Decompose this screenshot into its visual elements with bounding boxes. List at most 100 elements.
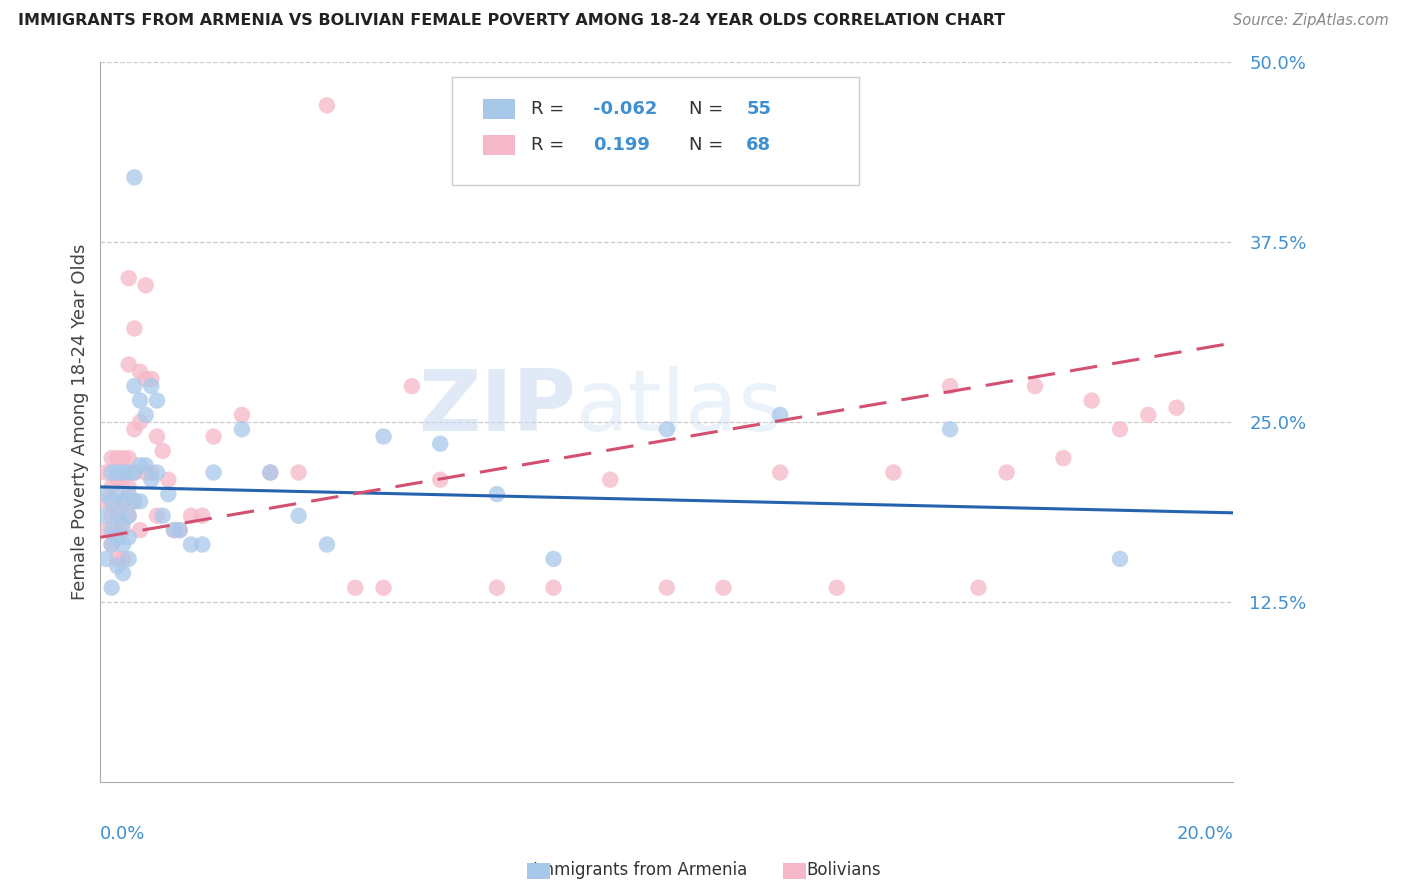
Point [401, 379, 423, 393]
Point [105, 552, 128, 566]
Point [124, 379, 146, 393]
Text: R =: R = [531, 100, 569, 118]
Point [100, 451, 122, 466]
Text: N =: N = [689, 136, 730, 154]
Text: 55: 55 [747, 100, 770, 118]
Point [94, 466, 117, 480]
FancyBboxPatch shape [484, 135, 515, 155]
Point [180, 537, 202, 551]
Point [769, 408, 792, 422]
Point [202, 429, 225, 443]
Text: ZIP: ZIP [419, 367, 576, 450]
Point [94, 523, 117, 537]
Point [1052, 451, 1074, 466]
Text: 0.199: 0.199 [593, 136, 650, 154]
Point [111, 523, 134, 537]
Point [105, 473, 128, 487]
Point [129, 523, 152, 537]
Point [135, 372, 157, 386]
Point [135, 278, 157, 293]
Text: Immigrants from Armenia: Immigrants from Armenia [533, 861, 747, 879]
Point [202, 466, 225, 480]
Point [146, 393, 169, 408]
Point [169, 523, 191, 537]
Point [141, 466, 163, 480]
Point [1024, 379, 1046, 393]
Point [111, 451, 134, 466]
Point [111, 494, 134, 508]
Point [124, 321, 146, 335]
Point [105, 466, 128, 480]
Point [157, 487, 180, 501]
Point [599, 473, 621, 487]
Point [141, 379, 163, 393]
Point [995, 466, 1018, 480]
Point [769, 466, 792, 480]
Point [135, 458, 157, 473]
Point [135, 466, 157, 480]
Point [124, 494, 146, 508]
Point [485, 581, 508, 595]
Point [191, 508, 214, 523]
Text: IMMIGRANTS FROM ARMENIA VS BOLIVIAN FEMALE POVERTY AMONG 18-24 YEAR OLDS CORRELA: IMMIGRANTS FROM ARMENIA VS BOLIVIAN FEMA… [18, 13, 1005, 29]
Point [191, 537, 214, 551]
Point [429, 473, 451, 487]
Point [105, 508, 128, 523]
Point [259, 466, 281, 480]
FancyBboxPatch shape [484, 99, 515, 119]
Point [100, 494, 122, 508]
Point [111, 516, 134, 530]
Text: 68: 68 [747, 136, 772, 154]
Point [105, 559, 128, 574]
Point [152, 444, 174, 458]
Point [373, 581, 395, 595]
Point [105, 501, 128, 516]
Point [141, 372, 163, 386]
Point [124, 466, 146, 480]
Point [100, 466, 122, 480]
Point [118, 451, 141, 466]
FancyBboxPatch shape [451, 77, 859, 185]
Point [259, 466, 281, 480]
Point [105, 530, 128, 544]
Point [124, 466, 146, 480]
Point [105, 523, 128, 537]
Point [94, 508, 117, 523]
Point [882, 466, 904, 480]
Text: Source: ZipAtlas.com: Source: ZipAtlas.com [1233, 13, 1389, 29]
Point [118, 271, 141, 285]
Point [118, 487, 141, 501]
Point [118, 508, 141, 523]
Point [100, 581, 122, 595]
Point [543, 581, 565, 595]
Point [111, 466, 134, 480]
Point [111, 473, 134, 487]
Point [100, 480, 122, 494]
Point [316, 537, 339, 551]
Point [100, 523, 122, 537]
Point [124, 170, 146, 185]
Point [713, 581, 735, 595]
Point [100, 508, 122, 523]
Point [152, 508, 174, 523]
Point [124, 494, 146, 508]
Point [105, 451, 128, 466]
Text: R =: R = [531, 136, 569, 154]
Point [105, 487, 128, 501]
Point [94, 552, 117, 566]
Text: 0.0%: 0.0% [100, 825, 146, 843]
Point [141, 473, 163, 487]
Point [111, 552, 134, 566]
Text: N =: N = [689, 100, 730, 118]
Point [939, 422, 962, 436]
Point [118, 466, 141, 480]
Point [111, 566, 134, 581]
Point [124, 422, 146, 436]
Point [135, 408, 157, 422]
Point [1109, 552, 1132, 566]
Point [825, 581, 848, 595]
Point [231, 408, 253, 422]
Point [180, 508, 202, 523]
Point [429, 436, 451, 450]
Point [485, 487, 508, 501]
